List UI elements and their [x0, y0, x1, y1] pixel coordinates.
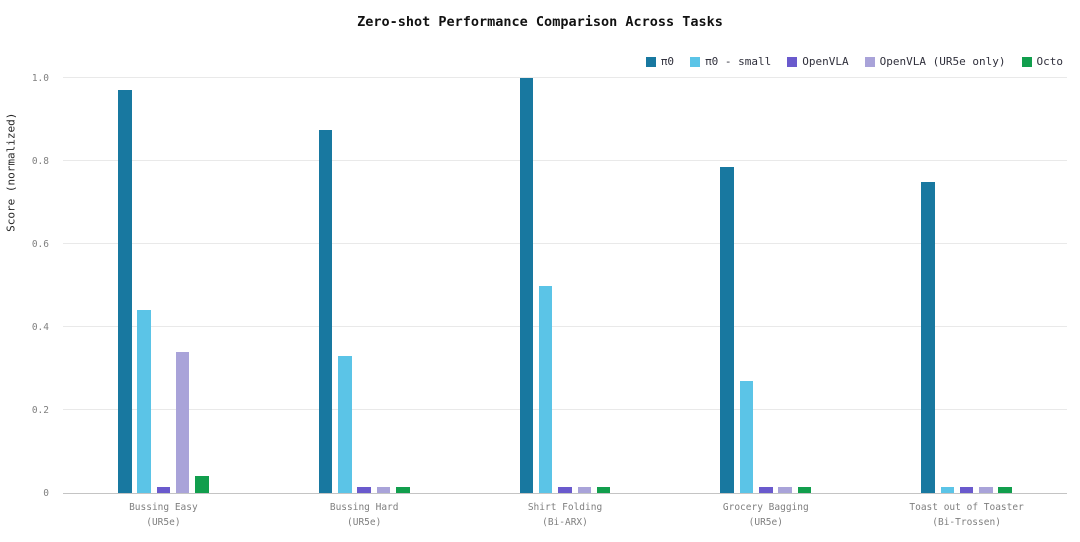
- gridline: [63, 160, 1067, 161]
- gridline: [63, 243, 1067, 244]
- x-tick-label: Toast out of Toaster (Bi-Trossen): [909, 501, 1023, 530]
- bar: [998, 486, 1012, 493]
- bar: [797, 486, 812, 493]
- legend-swatch-icon: [645, 56, 656, 67]
- legend-item: OpenVLA: [787, 55, 849, 68]
- legend-label: OpenVLA (UR5e only): [879, 55, 1006, 68]
- legend-label: π0: [660, 55, 675, 68]
- legend-label: OpenVLA: [802, 55, 849, 68]
- bar: [137, 310, 151, 493]
- bar: [118, 90, 132, 493]
- legend-label: π0 - small: [705, 55, 772, 68]
- bar: [376, 486, 391, 493]
- y-tick-label: 0: [43, 487, 49, 499]
- x-tick-label-line1: Shirt Folding: [527, 502, 603, 513]
- bar: [538, 285, 553, 493]
- x-tick-label-line1: Bussing Easy: [129, 502, 198, 513]
- x-tick-label: Shirt Folding (Bi-ARX): [528, 501, 602, 530]
- x-axis-line: [63, 493, 1067, 494]
- x-tick-label: Grocery Bagging (UR5e): [723, 501, 809, 530]
- x-tick-label-line1: Grocery Bagging: [722, 502, 809, 513]
- gridline: [63, 326, 1067, 327]
- y-tick-label: 0.4: [31, 321, 49, 333]
- gridline: [63, 77, 1067, 78]
- x-tick-label-line2: (UR5e): [748, 516, 783, 528]
- bar: [720, 167, 734, 493]
- bar: [959, 486, 974, 493]
- bar: [739, 380, 754, 493]
- x-axis-labels: Bussing Easy (UR5e) Bussing Hard (UR5e) Shir…: [63, 501, 1067, 537]
- bar: [596, 486, 611, 493]
- y-tick-label: 0.6: [31, 238, 49, 250]
- legend-item: π0: [645, 55, 675, 68]
- bar: [519, 78, 534, 493]
- x-tick-label: Bussing Easy (UR5e): [129, 501, 198, 530]
- legend-item: Octo: [1021, 55, 1064, 68]
- chart-title: Zero-shot Performance Comparison Across …: [357, 14, 723, 30]
- bar: [759, 486, 773, 493]
- x-tick-label: Bussing Hard (UR5e): [330, 501, 399, 530]
- bar: [778, 486, 792, 493]
- y-tick-label: 1.0: [31, 72, 49, 84]
- x-tick-label-line2: (UR5e): [347, 516, 382, 528]
- y-axis-ticks: 0 0.2 0.4 0.6 0.8 1.0: [0, 73, 55, 497]
- bar: [156, 486, 171, 493]
- x-tick-label-line1: Bussing Hard: [329, 502, 399, 513]
- legend: π0 π0 - small OpenVLA OpenVLA (UR5e only) Oc…: [645, 55, 1064, 68]
- x-tick-label-line1: Toast out of Toaster: [909, 502, 1024, 513]
- bar: [338, 356, 352, 493]
- bar: [357, 486, 371, 493]
- x-tick-label-line2: (UR5e): [146, 516, 181, 528]
- y-tick-label: 0.2: [31, 404, 49, 416]
- legend-swatch-icon: [864, 56, 875, 67]
- bar: [396, 486, 410, 493]
- y-tick-label: 0.8: [31, 155, 49, 167]
- bar: [940, 486, 955, 493]
- legend-label: Octo: [1036, 55, 1064, 68]
- bar: [318, 129, 333, 493]
- plot-area: [63, 77, 1067, 494]
- bar: [558, 486, 572, 493]
- legend-swatch-icon: [787, 56, 798, 67]
- x-tick-label-line2: (Bi-Trossen): [932, 516, 1001, 528]
- bar: [921, 181, 935, 493]
- gridline: [63, 409, 1067, 410]
- legend-swatch-icon: [1021, 56, 1032, 67]
- bar: [577, 486, 592, 493]
- legend-item: OpenVLA (UR5e only): [864, 55, 1006, 68]
- legend-item: π0 - small: [690, 55, 771, 68]
- bar: [979, 486, 993, 493]
- x-tick-label-line2: (Bi-ARX): [542, 516, 588, 528]
- bar: [175, 351, 190, 493]
- legend-swatch-icon: [690, 56, 701, 67]
- bar: [195, 476, 209, 493]
